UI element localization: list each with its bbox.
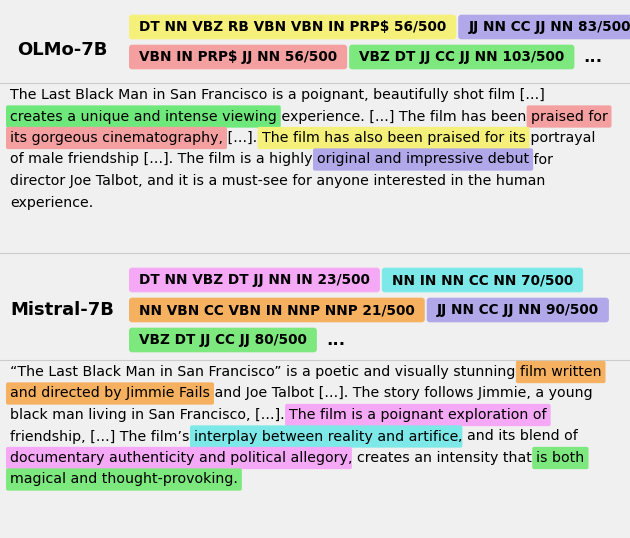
Text: praised for: praised for [530, 110, 607, 124]
FancyBboxPatch shape [129, 298, 425, 322]
Text: and Joe Talbot […]. The story follows Jimmie, a young: and Joe Talbot […]. The story follows Ji… [210, 386, 593, 400]
Text: magical and thought-provoking.: magical and thought-provoking. [10, 472, 238, 486]
Text: JJ NN CC JJ NN 83/500: JJ NN CC JJ NN 83/500 [468, 20, 630, 34]
Text: VBZ DT JJ CC JJ NN 103/500: VBZ DT JJ CC JJ NN 103/500 [359, 50, 564, 64]
Text: director Joe Talbot, and it is a must-see for anyone interested in the human: director Joe Talbot, and it is a must-se… [10, 174, 546, 188]
FancyBboxPatch shape [458, 15, 630, 39]
Text: and directed by Jimmie Fails: and directed by Jimmie Fails [10, 386, 210, 400]
Text: “The Last Black Man in San Francisco” is a poetic and visually stunning: “The Last Black Man in San Francisco” is… [10, 365, 520, 379]
FancyBboxPatch shape [382, 268, 583, 292]
Text: […].: […]. [223, 131, 261, 145]
Text: OLMo-7B: OLMo-7B [17, 41, 107, 59]
Text: black man living in San Francisco, […].: black man living in San Francisco, […]. [10, 408, 289, 422]
Text: The film is a poignant exploration of: The film is a poignant exploration of [289, 408, 547, 422]
Text: its gorgeous cinematography,: its gorgeous cinematography, [10, 131, 223, 145]
FancyBboxPatch shape [129, 328, 317, 352]
Text: friendship, […] The film’s: friendship, […] The film’s [10, 429, 194, 443]
Text: Mistral-7B: Mistral-7B [10, 301, 114, 319]
Text: VBN IN PRP$ JJ NN 56/500: VBN IN PRP$ JJ NN 56/500 [139, 50, 337, 64]
Text: experience. […] The film has been: experience. […] The film has been [277, 110, 530, 124]
FancyBboxPatch shape [532, 447, 588, 469]
Text: of male friendship […]. The film is a highly: of male friendship […]. The film is a hi… [10, 152, 317, 166]
FancyBboxPatch shape [6, 383, 214, 405]
Text: JJ NN CC JJ NN 90/500: JJ NN CC JJ NN 90/500 [437, 303, 599, 317]
Text: original and impressive debut: original and impressive debut [317, 152, 529, 166]
FancyBboxPatch shape [6, 127, 227, 149]
FancyBboxPatch shape [313, 148, 533, 171]
Text: DT NN VBZ RB VBN VBN IN PRP$ 56/500: DT NN VBZ RB VBN VBN IN PRP$ 56/500 [139, 20, 446, 34]
FancyBboxPatch shape [349, 45, 575, 69]
FancyBboxPatch shape [6, 469, 242, 491]
Text: film written: film written [520, 365, 602, 379]
Text: DT NN VBZ DT JJ NN IN 23/500: DT NN VBZ DT JJ NN IN 23/500 [139, 273, 370, 287]
FancyBboxPatch shape [285, 404, 551, 426]
Text: portrayal: portrayal [525, 131, 595, 145]
FancyBboxPatch shape [516, 361, 605, 383]
Text: , creates an intensity that: , creates an intensity that [348, 451, 536, 465]
Text: , and its blend of: , and its blend of [459, 429, 578, 443]
Text: NN VBN CC VBN IN NNP NNP 21/500: NN VBN CC VBN IN NNP NNP 21/500 [139, 303, 415, 317]
Text: experience.: experience. [10, 195, 93, 209]
FancyBboxPatch shape [527, 105, 612, 128]
Text: interplay between reality and artifice: interplay between reality and artifice [194, 429, 459, 443]
Text: ...: ... [583, 48, 602, 66]
Text: for: for [529, 152, 553, 166]
Text: NN IN NN CC NN 70/500: NN IN NN CC NN 70/500 [392, 273, 573, 287]
Text: is both: is both [536, 451, 585, 465]
Text: VBZ DT JJ CC JJ 80/500: VBZ DT JJ CC JJ 80/500 [139, 333, 307, 347]
Text: documentary authenticity and political allegory: documentary authenticity and political a… [10, 451, 348, 465]
FancyBboxPatch shape [129, 15, 456, 39]
Text: The film has also been praised for its: The film has also been praised for its [261, 131, 525, 145]
FancyBboxPatch shape [6, 105, 281, 128]
Text: The Last Black Man in San Francisco is a poignant, beautifully shot film […]: The Last Black Man in San Francisco is a… [10, 88, 545, 102]
FancyBboxPatch shape [6, 447, 352, 469]
FancyBboxPatch shape [258, 127, 529, 149]
FancyBboxPatch shape [190, 426, 462, 448]
FancyBboxPatch shape [129, 268, 380, 292]
FancyBboxPatch shape [129, 45, 347, 69]
Text: creates a unique and intense viewing: creates a unique and intense viewing [10, 110, 277, 124]
Text: ...: ... [326, 331, 345, 349]
FancyBboxPatch shape [427, 298, 609, 322]
